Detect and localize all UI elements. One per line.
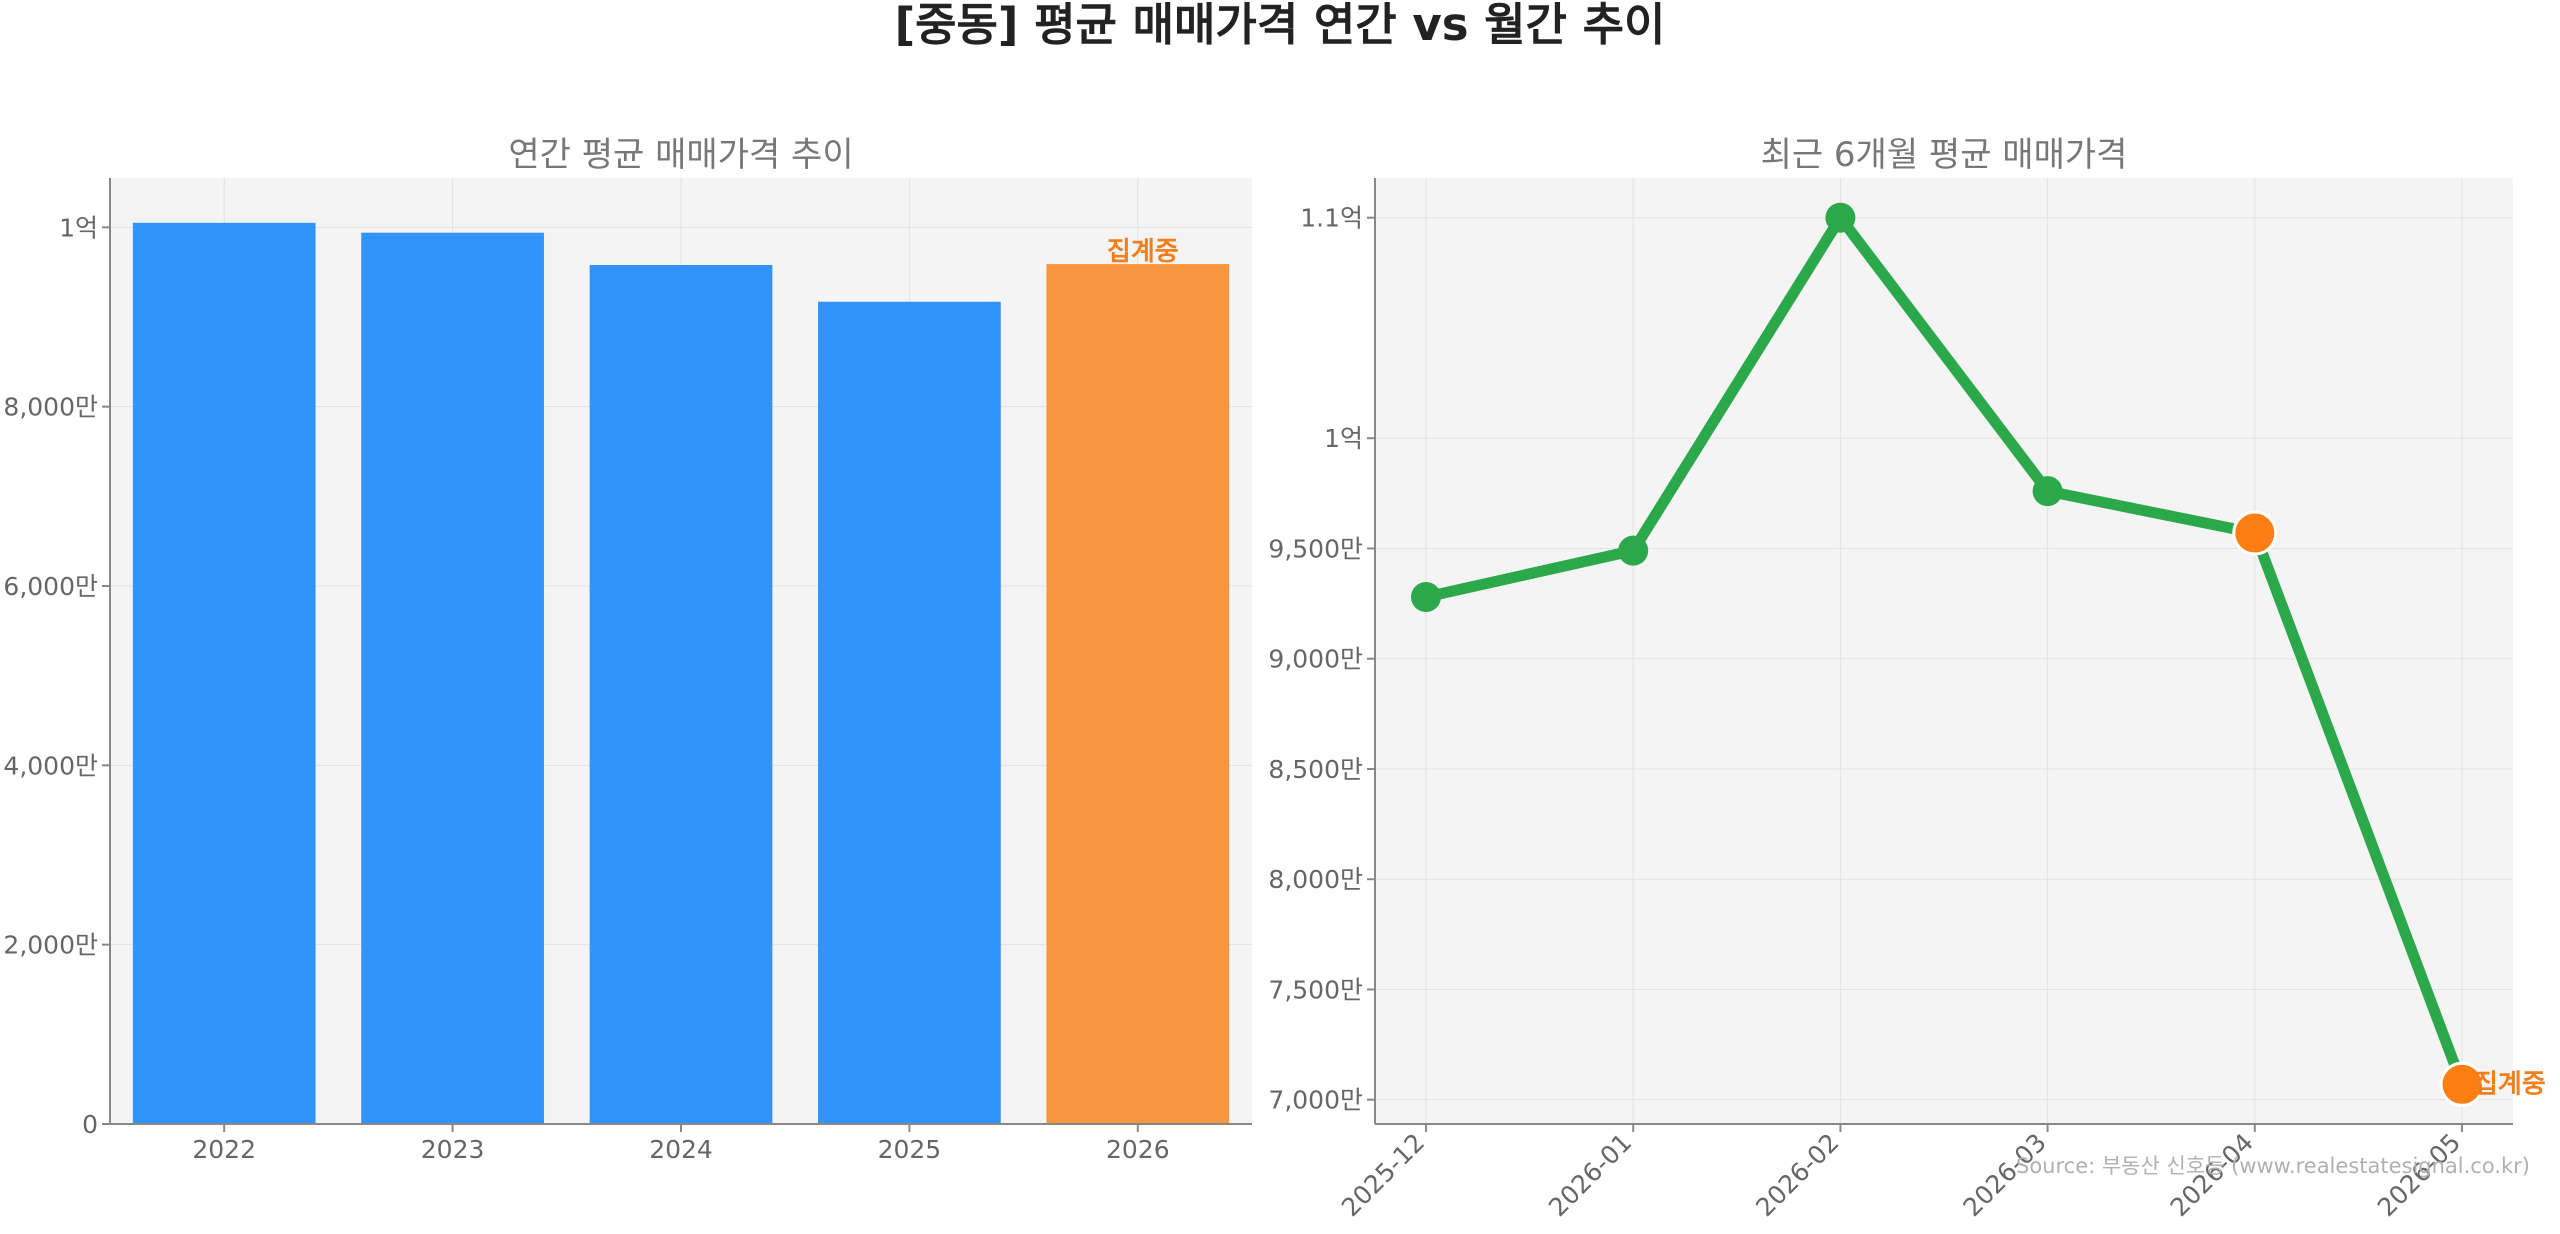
- line-point: [1411, 581, 1441, 612]
- bar-x-tick-label: 2023: [421, 1135, 485, 1164]
- line-point-highlight: [2439, 1061, 2485, 1107]
- bar-y-tick-label: 2,000만: [3, 931, 98, 960]
- bar-x-tick-label: 2024: [649, 1135, 713, 1164]
- bar-y-tick-label: 0: [82, 1110, 98, 1139]
- line-chart-title: 최근 6개월 평균 매매가격: [1761, 135, 2128, 175]
- bar-chart-title: 연간 평균 매매가격 추이: [508, 135, 853, 175]
- bar-marks: 집계중: [132, 222, 1230, 1125]
- bar-2024: [589, 264, 773, 1124]
- bar-x-tick-label: 2022: [192, 1135, 256, 1164]
- figure-title: [중동] 평균 매매가격 연간 vs 월간 추이: [895, 0, 1666, 51]
- line-x-tick-label: 2026-01: [1543, 1128, 1637, 1222]
- line-point: [2032, 476, 2063, 507]
- line-plot-area: [1375, 178, 2513, 1124]
- bar-tick-labels: 0 2,000만 4,000만 6,000만 8,000만 1억 2022 2023 2024 2…: [3, 213, 1169, 1164]
- line-y-tick-label: 7,000만: [1268, 1086, 1363, 1115]
- bar-2022: [132, 222, 316, 1125]
- line-x-tick-label: 2025-12: [1336, 1128, 1430, 1222]
- line-point: [1618, 535, 1649, 566]
- bar-x-tick-label: 2026: [1106, 1135, 1170, 1164]
- bar-y-tick-label: 4,000만: [3, 751, 98, 780]
- bar-x-tick-label: 2025: [878, 1135, 942, 1164]
- line-y-tick-label: 8,000만: [1268, 865, 1363, 894]
- line-marks: 집계중: [1411, 202, 2546, 1107]
- bar-2023: [361, 232, 544, 1124]
- bar-y-tick-label: 8,000만: [3, 393, 98, 422]
- line-y-tick-label: 9,500만: [1268, 534, 1363, 563]
- line-grid: [1375, 178, 2513, 1124]
- bar-in-progress-label: 집계중: [1107, 237, 1179, 267]
- line-y-tick-label: 9,000만: [1268, 645, 1363, 674]
- bar-y-tick-label: 1억: [59, 213, 98, 242]
- line-point: [1825, 202, 1856, 233]
- line-series: [1420, 212, 2468, 1090]
- line-point-highlight: [2232, 510, 2278, 556]
- annual-bar-chart: 집계중 0 2,000만 4,000만 6,000만 8,000만 1억 2022 2023 2…: [3, 135, 1252, 1164]
- line-y-tick-label: 7,500만: [1268, 975, 1363, 1004]
- source-credit: Source: 부동산 신호등 (www.realestatesignal.co…: [2016, 1154, 2530, 1178]
- line-y-tick-label: 1억: [1324, 424, 1363, 453]
- bar-2025: [818, 301, 1001, 1124]
- monthly-line-chart: 집계중 7,000만 7,500만 8,000만 8,500만 9,000만 9,500만…: [1268, 135, 2545, 1222]
- line-y-tick-label: 8,500만: [1268, 755, 1363, 784]
- line-x-tick-label: 2026-02: [1750, 1128, 1844, 1222]
- bar-2026: [1046, 264, 1230, 1124]
- bar-y-tick-label: 6,000만: [3, 572, 98, 601]
- line-in-progress-label: 집계중: [2474, 1069, 2546, 1099]
- line-y-tick-label: 1.1억: [1300, 204, 1363, 233]
